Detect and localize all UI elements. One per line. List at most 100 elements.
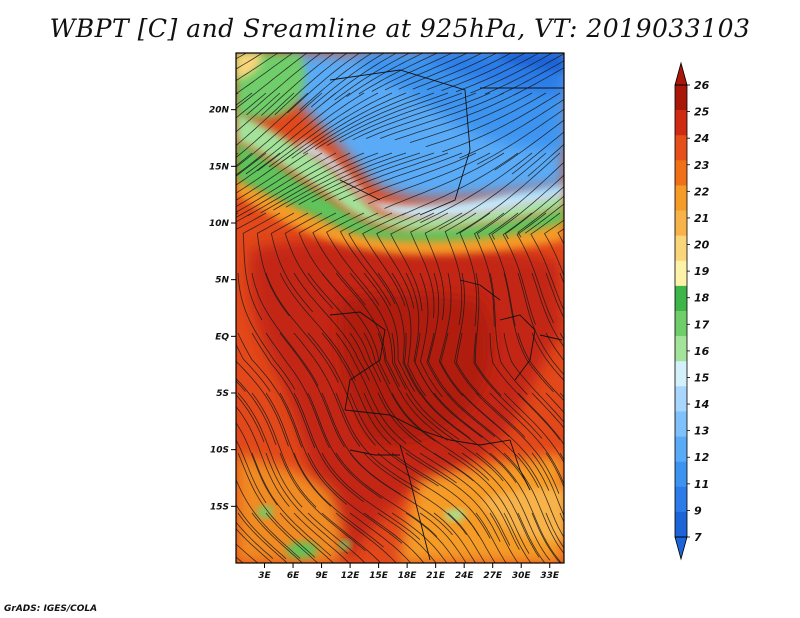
streamline [260, 152, 379, 214]
streamline [545, 332, 564, 362]
streamline [236, 92, 309, 158]
streamline [461, 512, 496, 563]
streamline [284, 212, 334, 309]
streamline [476, 108, 564, 165]
streamline [307, 332, 376, 446]
streamline [427, 272, 452, 397]
streamline [488, 212, 519, 327]
colorbar-swatch [675, 486, 687, 513]
streamline [588, 273, 657, 384]
streamline [517, 512, 546, 563]
streamline [280, 92, 393, 164]
streamline [251, 332, 316, 449]
streamline [171, 213, 224, 320]
streamline [545, 272, 564, 319]
colorbar-label: 24 [694, 132, 709, 145]
streamline [236, 152, 337, 213]
streamline [251, 512, 303, 563]
streamline [454, 272, 480, 397]
colorbar-bottom-arrow [674, 536, 688, 561]
streamline [265, 452, 349, 555]
colorbar-swatch [675, 386, 687, 412]
colorbar-swatch [675, 85, 687, 111]
streamline [474, 272, 502, 396]
footer-credit: GrADS: IGES/COLA [4, 604, 98, 614]
streamline [73, 93, 196, 140]
streamline [321, 332, 392, 445]
streamline [531, 452, 564, 517]
streamline [96, 153, 210, 220]
streamline [456, 152, 561, 235]
streamline [236, 53, 279, 82]
streamline [475, 512, 507, 563]
streamline [390, 212, 435, 312]
streamline [425, 92, 547, 148]
streamline [442, 92, 561, 153]
colorbar-swatch [675, 235, 687, 262]
colorbar-swatch [675, 285, 687, 312]
streamline [559, 332, 564, 341]
streamline [73, 33, 196, 80]
colorbar-top-arrow [674, 61, 688, 86]
streamline [236, 53, 294, 95]
streamline [293, 452, 384, 548]
streamline [236, 394, 265, 443]
streamline [516, 212, 555, 324]
colorbar-swatch [675, 511, 687, 538]
streamline [377, 392, 474, 482]
streamlines [73, 33, 704, 598]
lon-tick-label: 3E [258, 571, 271, 581]
streamline [82, 153, 196, 219]
streamline [455, 53, 540, 93]
streamline [424, 212, 463, 321]
streamline [470, 53, 554, 94]
streamline [285, 152, 407, 208]
streamline [426, 332, 496, 438]
streamline [405, 392, 504, 482]
colorbar-label: 20 [694, 239, 710, 252]
streamline [630, 333, 704, 442]
streamline [293, 332, 361, 447]
streamline [251, 452, 332, 557]
streamline [376, 212, 421, 309]
streamline [236, 152, 309, 201]
streamline [447, 512, 486, 563]
streamline [335, 512, 397, 563]
streamline [236, 360, 289, 447]
streamline [236, 152, 267, 177]
colorbar-swatch [675, 361, 687, 387]
streamline [111, 153, 224, 221]
streamline [588, 513, 687, 598]
streamline [298, 152, 421, 205]
lon-tick-label: 12E [341, 571, 361, 581]
streamline [588, 393, 659, 503]
streamline [517, 195, 564, 238]
streamline [158, 213, 210, 317]
streamline [602, 333, 680, 439]
streamline [368, 152, 491, 205]
streamline [384, 53, 468, 91]
streamline [438, 152, 547, 230]
streamline [349, 392, 439, 487]
colorbar-label: 23 [694, 159, 710, 172]
streamline [461, 392, 550, 491]
streamline [602, 513, 704, 594]
streamline [338, 152, 463, 201]
streamline [339, 212, 392, 307]
streamline [489, 392, 564, 485]
colorbar-swatch [675, 160, 687, 186]
streamline [503, 332, 564, 423]
streamline [489, 332, 561, 440]
streamline [362, 212, 407, 307]
streamline [398, 53, 483, 90]
colorbar-label: 26 [694, 79, 710, 92]
map-frame [235, 52, 565, 564]
streamline [503, 392, 564, 464]
streamline [293, 392, 365, 503]
streamline [236, 152, 281, 186]
colorbar-swatch [675, 260, 687, 287]
streamline [236, 343, 271, 392]
streamline [236, 503, 287, 560]
streamline [559, 452, 564, 461]
streamline [307, 512, 366, 563]
